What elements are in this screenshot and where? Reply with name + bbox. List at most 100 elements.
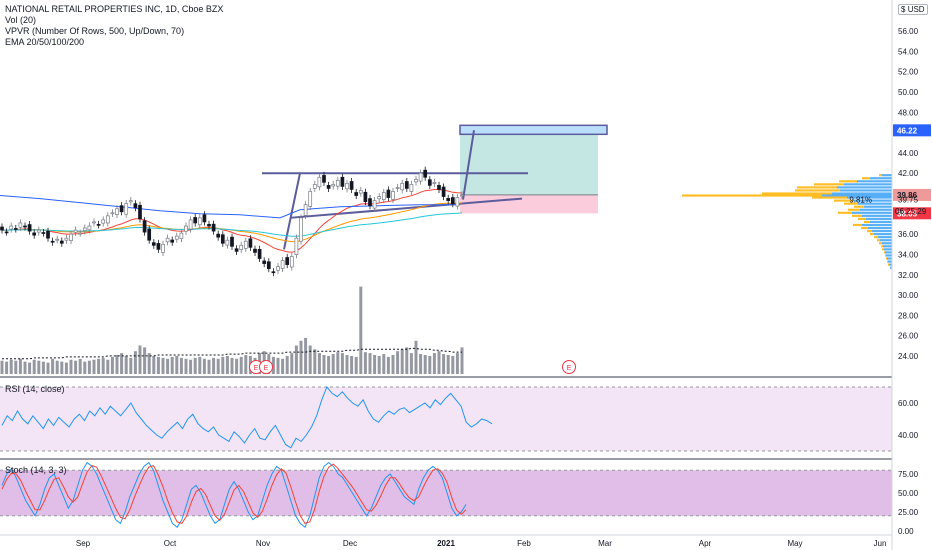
- price-tick-label: 30.00: [898, 291, 919, 300]
- vpvr-bar-up: [885, 251, 892, 254]
- stoch-band: [0, 470, 892, 516]
- vpvr-bar-up: [847, 196, 892, 199]
- price-tick-label: 54.00: [898, 47, 919, 56]
- volume-bar: [193, 357, 197, 374]
- candle: [345, 182, 349, 190]
- symbol-title[interactable]: NATIONAL RETAIL PROPERTIES INC, 1D, Cboe…: [5, 4, 224, 14]
- earnings-icon: [562, 360, 576, 374]
- stoch-pane[interactable]: 75.00 50.00 25.00 0.00: [0, 461, 919, 536]
- rsi-label[interactable]: RSI (14, close): [5, 384, 65, 394]
- stoch-tick-label: 75.00: [898, 470, 919, 479]
- volume-bar: [271, 356, 275, 374]
- candle: [358, 190, 363, 194]
- volume-bar: [184, 358, 188, 374]
- vpvr-bar-up: [886, 254, 892, 257]
- time-tick-label: May: [787, 539, 802, 548]
- volume-bar: [432, 353, 436, 374]
- vpvr-bar-down: [858, 217, 866, 220]
- candle: [174, 235, 179, 240]
- time-tick-label: Sep: [76, 539, 91, 548]
- price-tick-label: 32.00: [898, 271, 919, 280]
- candle: [354, 192, 359, 196]
- vpvr-bar-down: [848, 208, 860, 211]
- candle: [101, 219, 106, 224]
- volume-bar: [419, 354, 423, 374]
- price-tick-label: 48.00: [898, 108, 919, 117]
- candle: [299, 217, 303, 242]
- vpvr-bar-up: [837, 186, 892, 189]
- time-axis[interactable]: Sep Oct Nov Dec 2021 Feb Mar Apr May Jun: [0, 534, 892, 548]
- candle: [96, 224, 101, 226]
- price-tick-label: 50.00: [898, 88, 919, 97]
- candle: [335, 179, 340, 187]
- candle: [73, 229, 78, 233]
- candle: [437, 185, 441, 190]
- candle: [13, 228, 18, 230]
- earnings-icon-label: E: [264, 365, 269, 372]
- vol-indicator-label[interactable]: Vol (20): [5, 15, 37, 25]
- candle: [87, 225, 92, 231]
- volume-bar: [373, 355, 377, 374]
- candle: [220, 234, 225, 244]
- breakout-line: [283, 172, 301, 250]
- price-tick-label: 42.00: [898, 169, 919, 178]
- candle: [207, 224, 211, 227]
- earnings-icon: [259, 360, 273, 374]
- vpvr-bar-down: [838, 211, 852, 214]
- volume-bar: [5, 361, 9, 374]
- volume-bar: [294, 345, 298, 374]
- price-tick-label: 36.00: [898, 230, 919, 239]
- vpvr-bar-down: [844, 202, 858, 205]
- candle: [455, 197, 460, 207]
- vpvr-bar-up: [872, 229, 892, 233]
- vpvr-bar-up: [857, 180, 892, 183]
- volume-bar: [147, 353, 151, 374]
- currency-selector[interactable]: $ USD: [898, 4, 928, 15]
- volume-bar: [83, 361, 87, 374]
- candle: [188, 219, 193, 230]
- loss-zone: [460, 194, 598, 214]
- candle: [381, 192, 386, 200]
- price-tick-label: 56.00: [898, 27, 919, 36]
- currency-prefix: $: [901, 5, 906, 14]
- volume-bar: [377, 355, 381, 374]
- ema100-line: [2, 212, 463, 237]
- volume-bar: [175, 355, 179, 374]
- stoch-label[interactable]: Stoch (14, 3, 3): [5, 465, 67, 475]
- candle: [50, 240, 55, 243]
- candle: [216, 233, 221, 238]
- ema-indicator-label[interactable]: EMA 20/50/100/200: [5, 37, 85, 47]
- candle: [308, 191, 313, 207]
- volume-bar: [92, 359, 96, 374]
- volume-bar: [304, 337, 308, 374]
- vpvr-bar-down: [879, 242, 882, 245]
- candle: [32, 232, 37, 236]
- target-box: [459, 124, 608, 136]
- rsi-line: [1, 386, 493, 449]
- vpvr-bar-up: [822, 194, 892, 197]
- candle: [404, 181, 409, 189]
- volume-bar: [78, 358, 82, 374]
- stoch-d-line: [1, 463, 467, 524]
- volume-bar: [428, 355, 432, 374]
- volume-bar: [170, 356, 174, 374]
- volume-bar: [124, 355, 128, 374]
- volume-bar: [308, 345, 312, 374]
- rsi-pane[interactable]: 60.00 40.00: [0, 386, 919, 452]
- candle: [82, 227, 87, 232]
- vpvr-bar-up: [862, 223, 892, 227]
- time-tick-label: Jun: [874, 539, 887, 548]
- vpvr-indicator-label[interactable]: VPVR (Number Of Rows, 500, Up/Down, 70): [5, 26, 185, 36]
- price-axis[interactable]: 56.0054.0052.0050.0048.0046.0044.0042.00…: [849, 0, 931, 550]
- stop-price-label-bg: [893, 207, 931, 220]
- price-tick-label: 24.00: [898, 352, 919, 361]
- candle: [409, 184, 414, 192]
- candle: [119, 205, 124, 213]
- volume-bar: [198, 356, 202, 374]
- volume-bar: [391, 355, 395, 374]
- vpvr-bar-down: [814, 183, 844, 186]
- candle: [368, 198, 372, 207]
- price-tick-label: 34.00: [898, 250, 919, 259]
